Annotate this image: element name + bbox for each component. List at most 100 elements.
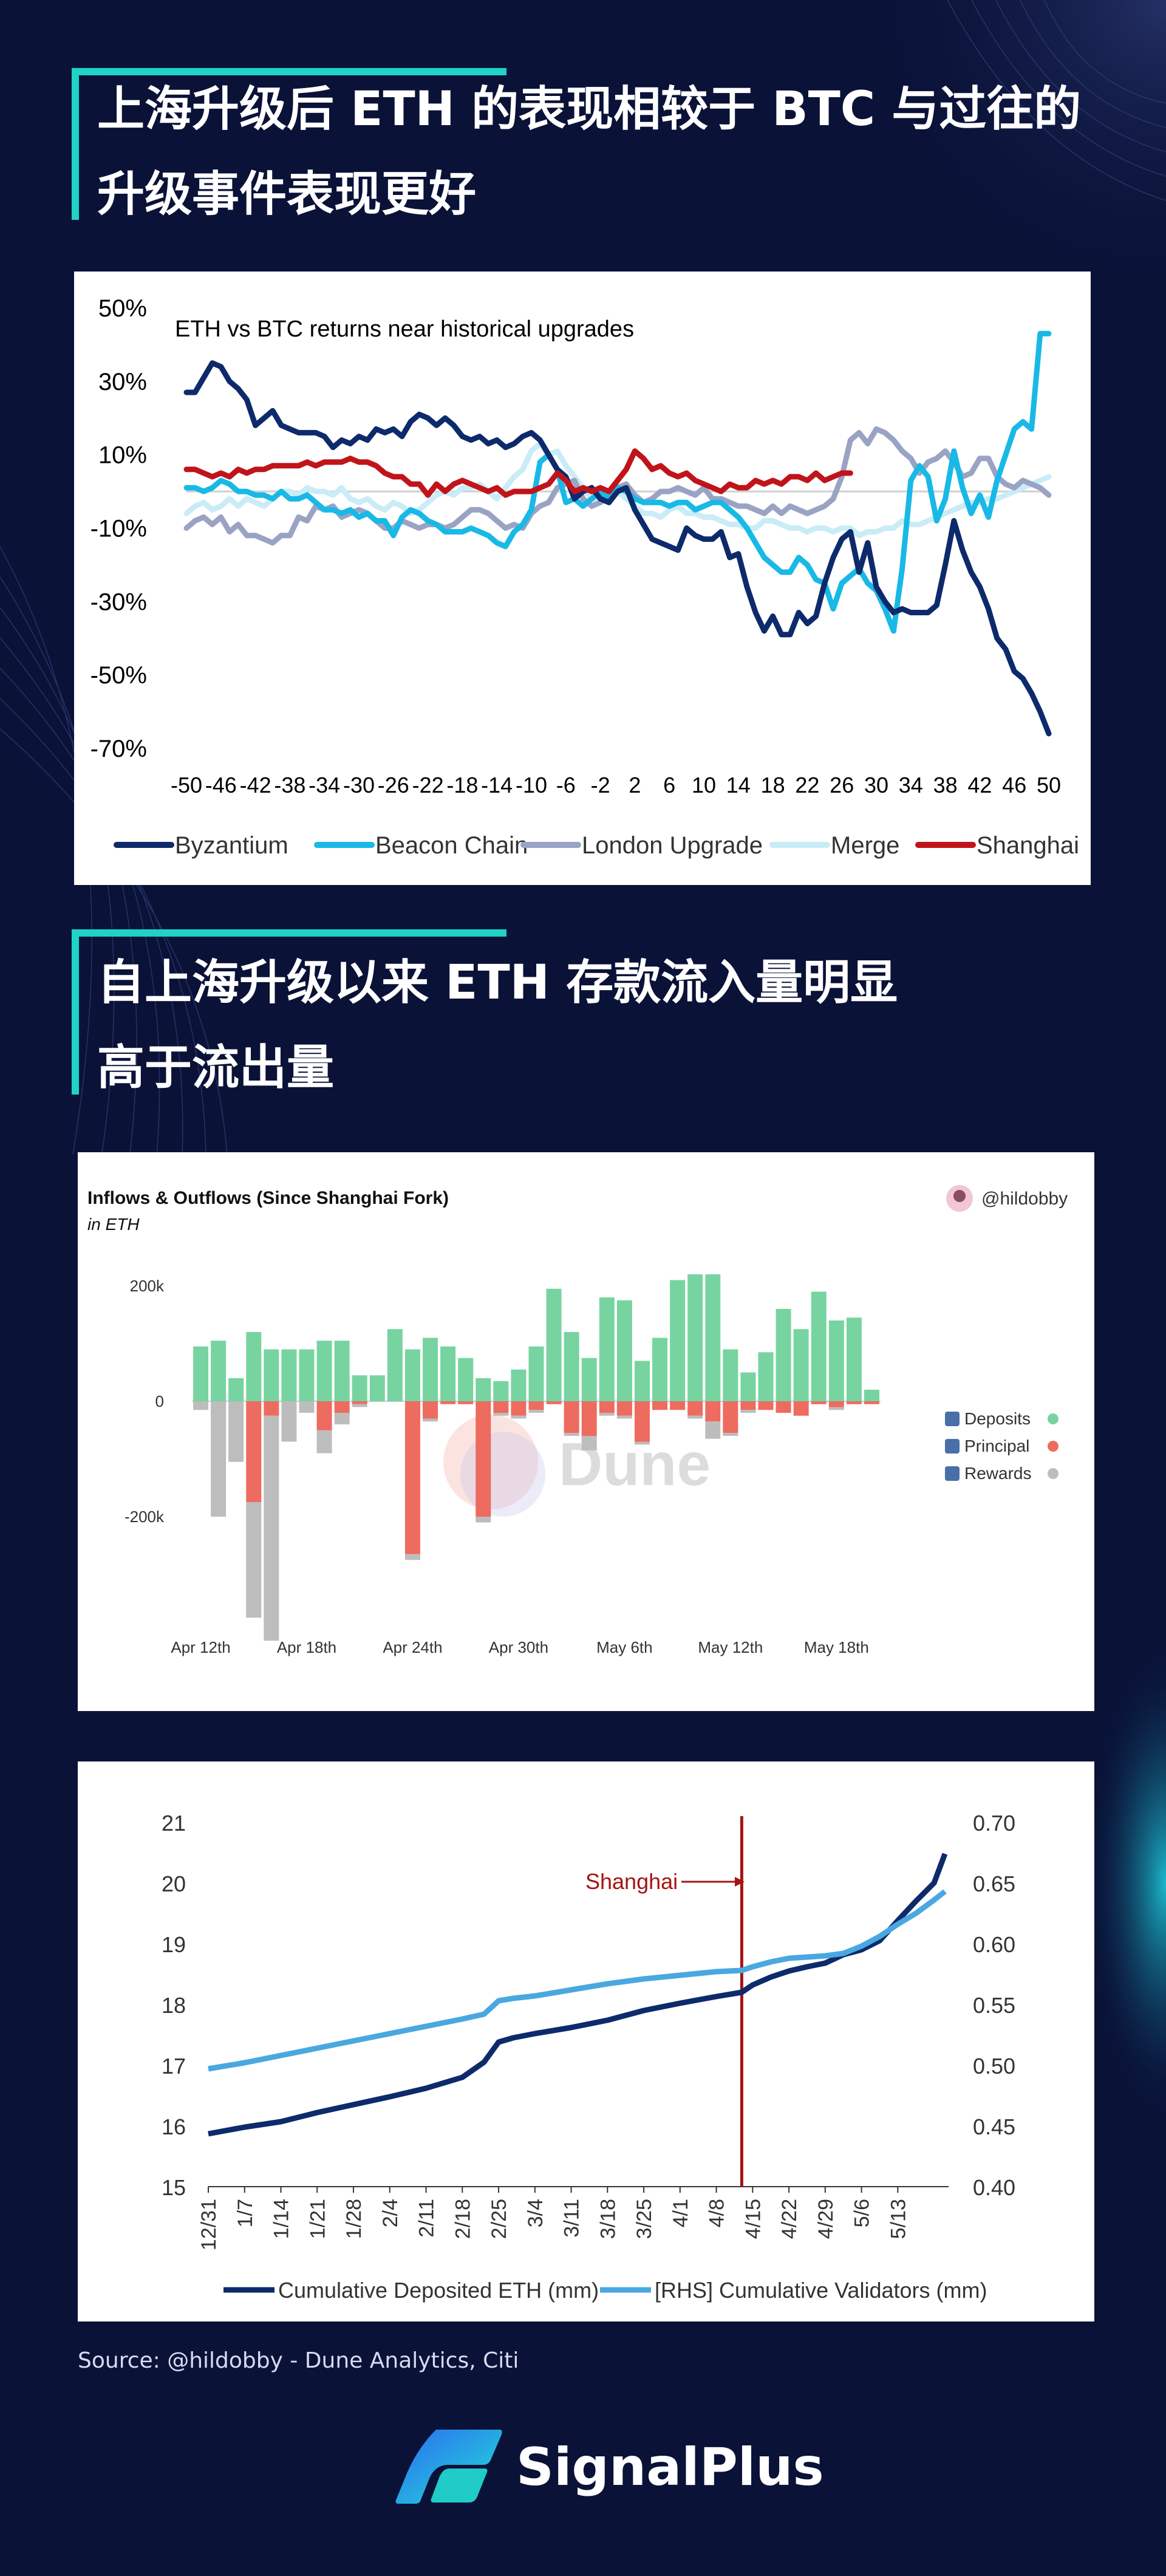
bar-rewards: [723, 1433, 738, 1436]
chart-inflows-outflows: Inflows & Outflows (Since Shanghai Fork)…: [87, 1185, 1068, 1656]
title-accent-bar: [72, 68, 506, 75]
bar-rewards: [687, 1415, 703, 1419]
bar-deposits: [334, 1341, 350, 1401]
chart-cumulative: 15 16 17 18 19 20 21 0.40 0.45 0.50 0.55 0.60 0.65 0.…: [162, 1811, 1015, 2303]
legend-toggle-icon: [945, 1466, 960, 1481]
x-tick-label: 30: [864, 773, 888, 798]
bar-deposits: [281, 1349, 297, 1401]
bar-rewards: [281, 1401, 297, 1442]
legend-label: Merge: [831, 832, 899, 859]
legend-dot: [1048, 1413, 1059, 1424]
chart-title: Inflows & Outflows (Since Shanghai Fork): [87, 1188, 449, 1208]
bar-deposits: [387, 1329, 403, 1401]
bar-principal: [828, 1401, 844, 1407]
arrow-right-icon: [735, 1877, 745, 1887]
bar-deposits: [458, 1358, 474, 1401]
x-tick-label: May 18th: [804, 1638, 869, 1656]
y-tick-label: -200k: [124, 1508, 165, 1526]
bar-rewards: [246, 1502, 262, 1618]
y-tick-label: 30%: [98, 369, 147, 395]
x-tick-label: Apr 18th: [277, 1638, 336, 1656]
x-tick-label: May 12th: [698, 1638, 763, 1656]
x-tick-label: 46: [1002, 773, 1026, 798]
bar-deposits: [705, 1274, 721, 1401]
bar-deposits: [776, 1309, 791, 1401]
chart-title: ETH vs BTC returns near historical upgra…: [175, 316, 634, 342]
bar-principal: [616, 1401, 632, 1416]
x-tick-label: 3/25: [633, 2199, 656, 2239]
bar-rewards: [193, 1401, 209, 1410]
bar-principal: [316, 1401, 332, 1430]
bar-principal: [687, 1401, 703, 1416]
series-line-byzantium: [183, 360, 1052, 737]
x-tick-label: 34: [899, 773, 923, 798]
bar-deposits: [670, 1280, 686, 1401]
bar-deposits: [846, 1317, 862, 1401]
y-tick-label: -30%: [90, 589, 147, 615]
section2-title: 自上海升级以来 ETH 存款流入量明显 高于流出量: [97, 955, 898, 1095]
x-tick-label: 3/18: [596, 2199, 619, 2239]
bar-rewards: [334, 1413, 350, 1424]
y-tick-label: 0: [155, 1392, 164, 1410]
bar-principal: [458, 1401, 474, 1404]
x-tick-label: -46: [205, 773, 237, 798]
shanghai-annotation: Shanghai: [585, 1869, 678, 1894]
y-tick-label: 10%: [98, 442, 147, 469]
x-tick-label: May 6th: [596, 1638, 653, 1656]
y-tick-label-right: 0.55: [973, 1993, 1015, 2018]
x-tick-label: 18: [761, 773, 785, 798]
x-tick-label: 4/22: [778, 2199, 801, 2239]
x-tick-label: 4/29: [814, 2199, 837, 2239]
legend-label: Rewards: [964, 1464, 1031, 1483]
x-tick-label: 2/4: [379, 2199, 402, 2227]
bar-deposits: [352, 1375, 367, 1401]
signalplus-logo: SignalPlus: [394, 2424, 824, 2509]
y-tick-label-right: 0.65: [973, 1871, 1015, 1896]
y-tick-label-right: 0.40: [973, 2175, 1015, 2200]
y-tick-label-right: 0.70: [973, 1811, 1015, 1836]
legend-dot: [1048, 1441, 1059, 1452]
y-tick-label: -70%: [90, 736, 147, 762]
bar-deposits: [793, 1329, 809, 1401]
x-tick-label: 2/25: [488, 2199, 511, 2239]
bar-rewards: [264, 1415, 279, 1641]
bar-rewards: [581, 1436, 597, 1450]
y-tick-label: -50%: [90, 662, 147, 689]
bar-rewards: [404, 1554, 420, 1560]
title-accent-bar: [72, 929, 79, 1095]
y-tick-label: 50%: [98, 295, 147, 322]
bar-rewards: [564, 1433, 579, 1436]
bar-rewards: [476, 1517, 491, 1523]
bar-principal: [864, 1401, 879, 1404]
x-tick-label: 1/28: [343, 2199, 366, 2239]
bar-principal: [246, 1401, 262, 1503]
chart-upgrade-returns-panel: ETH vs BTC returns near historical upgra…: [74, 272, 1091, 885]
bar-deposits: [316, 1341, 332, 1401]
bar-deposits: [440, 1346, 456, 1401]
y-tick-label-left: 19: [162, 1932, 186, 1957]
bar-principal: [599, 1401, 615, 1413]
signalplus-logo-icon: [395, 2430, 502, 2504]
bar-rewards: [423, 1418, 438, 1422]
bar-principal: [740, 1401, 756, 1410]
series-line: [208, 1853, 948, 2137]
bar-principal: [634, 1401, 650, 1442]
legend-label: Deposits: [964, 1409, 1031, 1428]
x-tick-label: 6: [663, 773, 675, 798]
section1-title-block: 上海升级后 ETH 的表现相较于 BTC 与过往的 升级事件表现更好: [72, 68, 1153, 222]
source-note: Source: @hildobby - Dune Analytics, Citi: [78, 2348, 519, 2373]
bar-deposits: [264, 1349, 279, 1401]
x-tick-label: 14: [726, 773, 751, 798]
legend-toggle-icon: [945, 1412, 960, 1426]
chart-cumulative-panel: 15 16 17 18 19 20 21 0.40 0.45 0.50 0.55 0.60 0.65 0.…: [78, 1761, 1094, 2321]
bar-rewards: [316, 1430, 332, 1454]
bar-deposits: [687, 1274, 703, 1401]
y-tick-label-right: 0.45: [973, 2114, 1015, 2139]
brand-name: SignalPlus: [516, 2437, 824, 2498]
x-tick-label: -2: [591, 773, 610, 798]
bar-principal: [793, 1401, 809, 1416]
bar-principal: [440, 1401, 456, 1404]
legend-label: London Upgrade: [582, 832, 763, 859]
x-tick-label: 2: [629, 773, 641, 798]
y-tick-label: 200k: [130, 1277, 165, 1295]
